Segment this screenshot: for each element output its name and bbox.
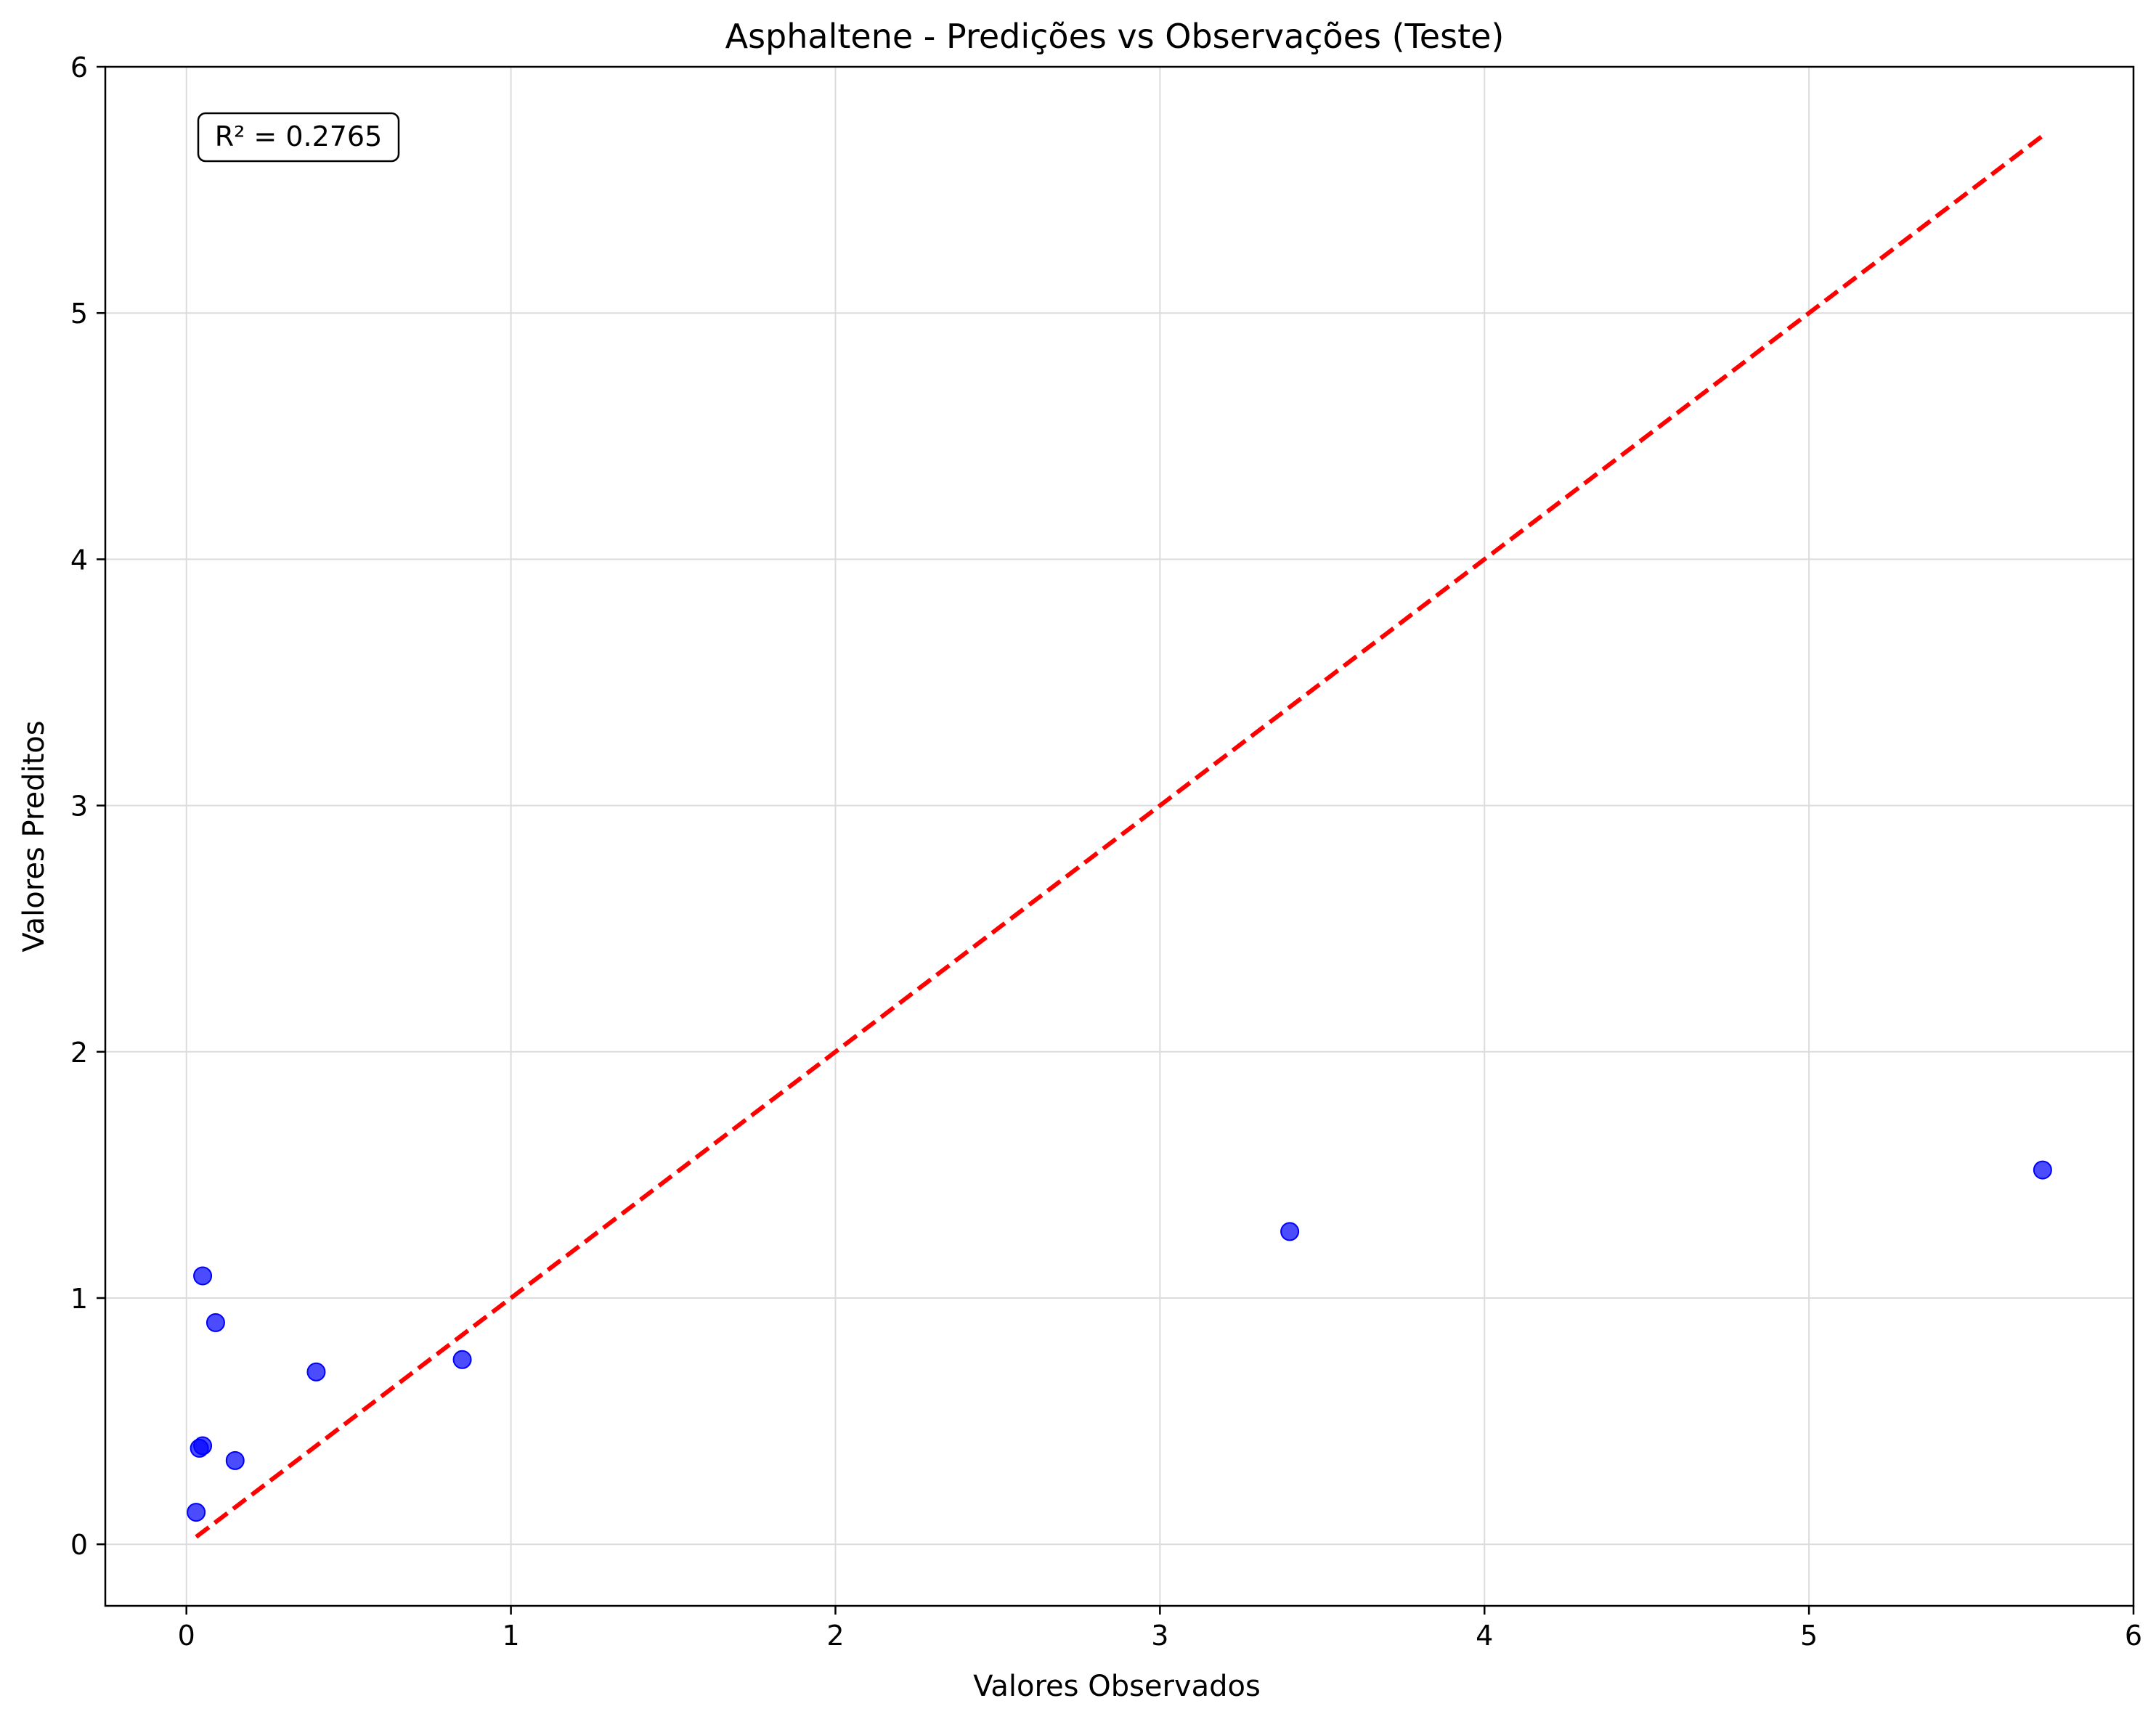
data-point xyxy=(225,1450,245,1470)
data-point xyxy=(206,1313,225,1332)
data-point xyxy=(452,1350,472,1369)
y-tick-label: 2 xyxy=(70,1037,88,1069)
r-squared-label: R² = 0.2765 xyxy=(215,121,383,152)
axis-ticks: 0 1 2 3 4 5 6 0 1 2 3 4 5 6 xyxy=(70,52,2142,1652)
data-point xyxy=(1280,1222,1300,1241)
y-tick-label: 1 xyxy=(70,1283,88,1315)
y-tick-label: 4 xyxy=(70,544,88,576)
reference-line xyxy=(195,134,2044,1539)
plot-frame xyxy=(104,65,2135,1607)
y-tick-label: 3 xyxy=(70,791,88,823)
y-tick-label: 0 xyxy=(70,1529,88,1561)
x-axis-label: Valores Observados xyxy=(973,1670,1261,1703)
data-point xyxy=(2033,1160,2052,1180)
data-points xyxy=(187,1160,2052,1522)
x-tick-label: 3 xyxy=(1151,1620,1168,1652)
data-point xyxy=(306,1362,326,1382)
x-tick-label: 6 xyxy=(2125,1620,2142,1652)
data-point xyxy=(187,1503,206,1522)
y-axis-label: Valores Preditos xyxy=(17,720,51,952)
x-tick-label: 4 xyxy=(1476,1620,1493,1652)
x-tick-label: 2 xyxy=(826,1620,844,1652)
chart-title: Asphaltene - Predições vs Observações (T… xyxy=(725,17,1505,56)
y-tick-label: 6 xyxy=(70,52,88,83)
y-tick-label: 5 xyxy=(70,298,88,330)
x-tick-label: 0 xyxy=(178,1620,195,1652)
x-tick-label: 1 xyxy=(503,1620,520,1652)
identity-dashed-line xyxy=(195,134,2044,1539)
data-point xyxy=(190,1438,209,1458)
x-tick-label: 5 xyxy=(1800,1620,1818,1652)
data-point xyxy=(193,1266,213,1286)
r-squared-box: R² = 0.2765 xyxy=(197,112,400,163)
